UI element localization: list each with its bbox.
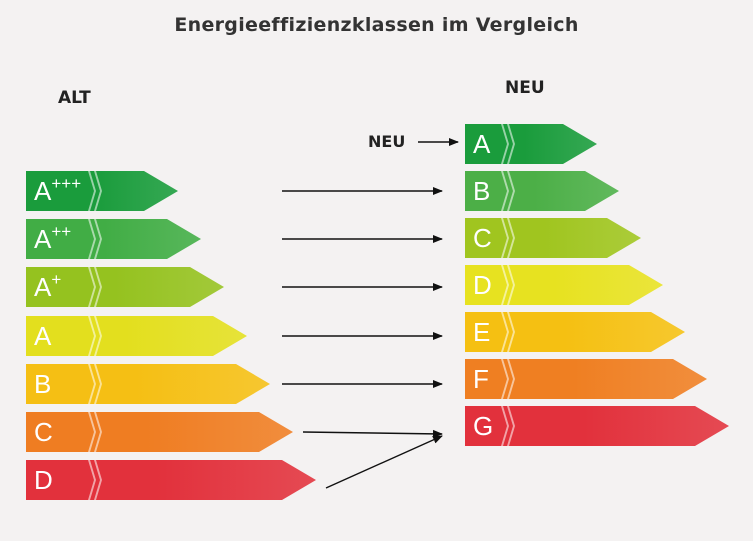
old-class-bar: B: [26, 364, 270, 404]
old-class-bar: D: [26, 460, 316, 500]
old-class-bar: A++: [26, 219, 201, 259]
old-class-label: A+: [34, 270, 62, 302]
new-class-label: A: [473, 129, 491, 159]
new-class-bar: B: [465, 171, 619, 211]
new-class-label: G: [473, 411, 494, 441]
new-class-bar: C: [465, 218, 641, 258]
old-class-bar: A+++: [26, 171, 178, 211]
new-class-marker-label: NEU: [368, 132, 406, 151]
new-class-bar: G: [465, 406, 729, 446]
old-class-label: D: [34, 465, 53, 495]
new-class-bar: D: [465, 265, 663, 305]
mapping-arrow: [325, 435, 443, 489]
old-class-label: B: [34, 369, 52, 399]
old-class-bar: A: [26, 316, 247, 356]
page-title: Energieeffizienzklassen im Vergleich: [174, 14, 579, 36]
new-class-label: F: [473, 364, 489, 394]
new-class-label: B: [473, 176, 491, 206]
new-class-label: D: [473, 270, 492, 300]
new-class-bar: E: [465, 312, 685, 352]
old-class-label: A: [34, 321, 52, 351]
old-column-header: ALT: [58, 88, 91, 108]
old-class-label: A++: [34, 222, 72, 254]
old-class-bar: A+: [26, 267, 224, 307]
new-class-bar: F: [465, 359, 707, 399]
mapping-arrow: [302, 429, 443, 438]
old-class-label: C: [34, 417, 53, 447]
old-class-label: A+++: [34, 174, 82, 206]
new-class-label: E: [473, 317, 491, 347]
new-column-header: NEU: [505, 78, 545, 98]
old-class-bar: C: [26, 412, 293, 452]
new-class-label: C: [473, 223, 492, 253]
